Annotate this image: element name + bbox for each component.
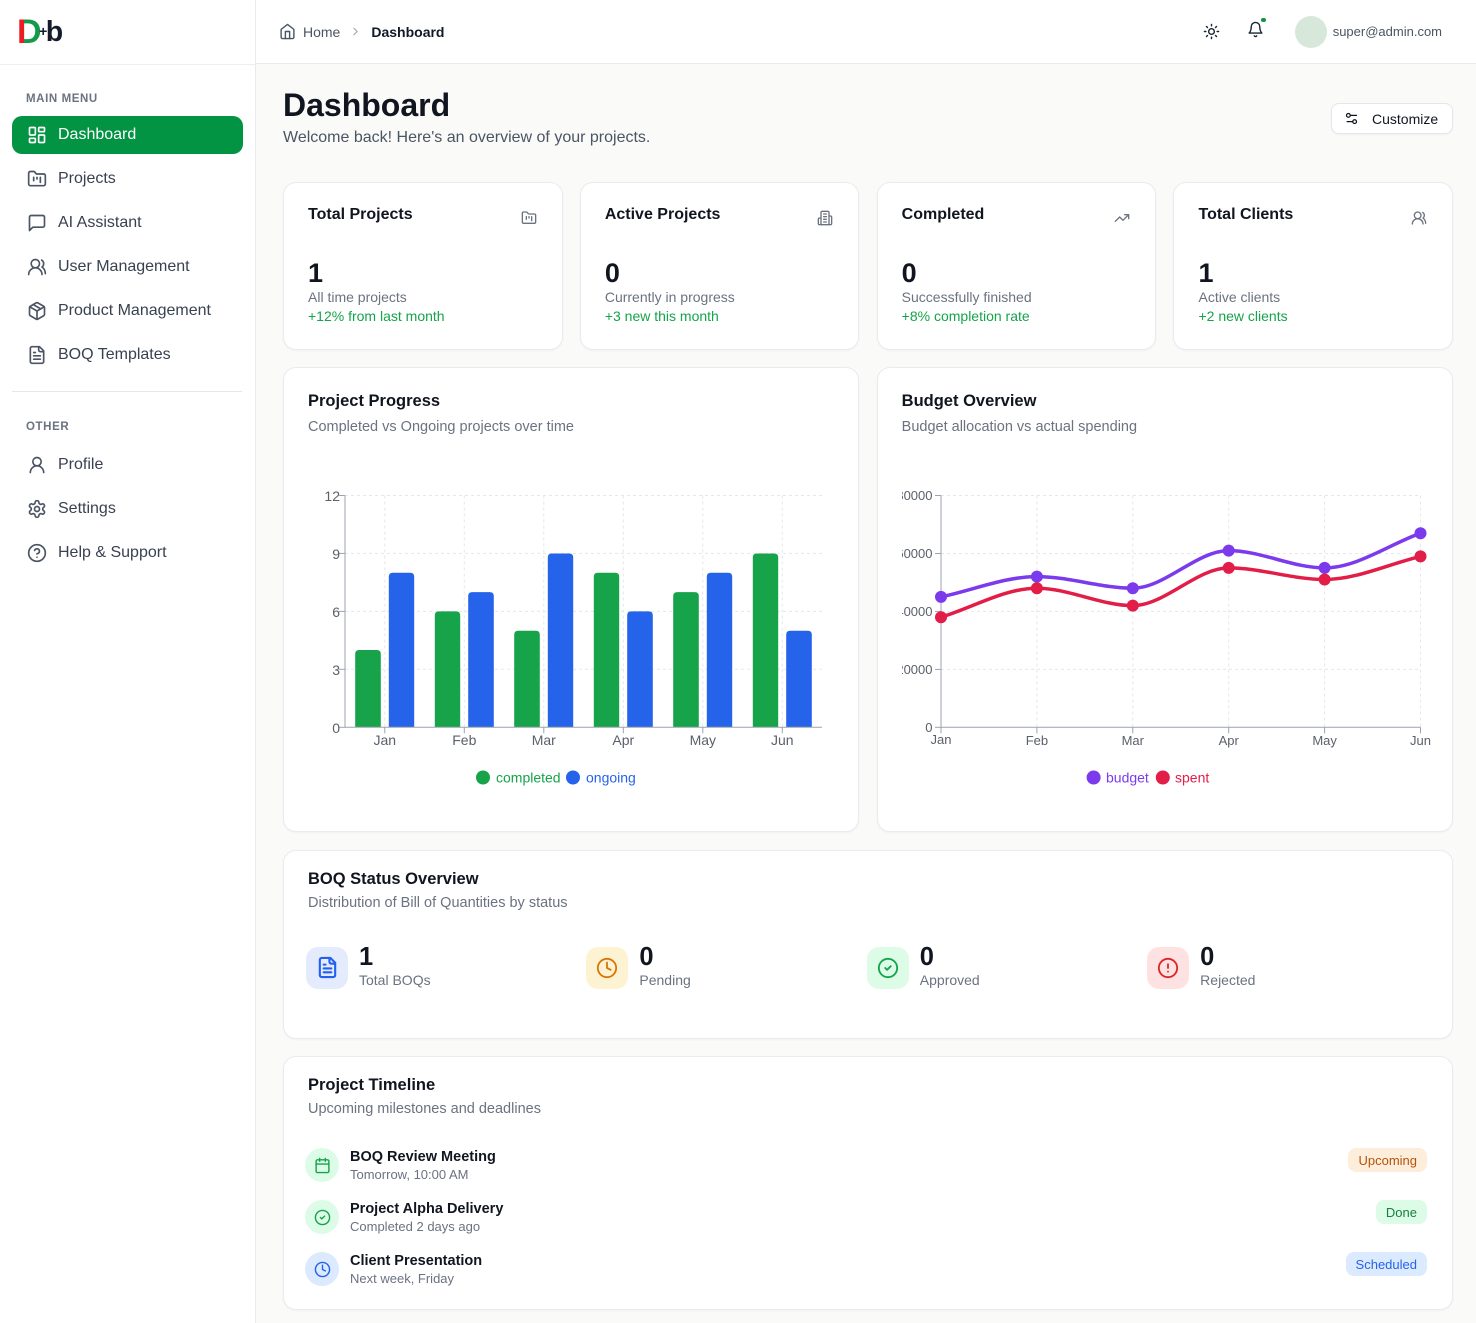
svg-text:Feb: Feb: [1025, 733, 1047, 748]
svg-text:0: 0: [925, 720, 932, 735]
svg-text:Jan: Jan: [930, 732, 951, 747]
svg-text:Jan: Jan: [374, 732, 397, 748]
svg-text:3: 3: [332, 662, 340, 678]
svg-text:Feb: Feb: [452, 732, 476, 748]
svg-text:Mar: Mar: [1121, 733, 1144, 748]
svg-text:12: 12: [324, 488, 340, 504]
svg-text:9: 9: [332, 546, 340, 562]
svg-text:completed: completed: [496, 770, 561, 786]
svg-text:Mar: Mar: [532, 732, 556, 748]
svg-text:ongoing: ongoing: [586, 770, 636, 786]
svg-text:May: May: [690, 732, 716, 748]
svg-text:budget: budget: [1106, 770, 1149, 786]
svg-text:20000: 20000: [896, 662, 932, 677]
svg-text:40000: 40000: [896, 604, 932, 619]
svg-text:May: May: [1312, 733, 1337, 748]
svg-text:6: 6: [332, 604, 340, 620]
svg-text:Jun: Jun: [1410, 733, 1431, 748]
svg-text:Apr: Apr: [1218, 733, 1239, 748]
svg-text:80000: 80000: [896, 488, 932, 503]
svg-text:0: 0: [332, 720, 340, 736]
svg-text:60000: 60000: [896, 546, 932, 561]
svg-text:spent: spent: [1175, 770, 1209, 786]
svg-text:Jun: Jun: [771, 732, 794, 748]
svg-text:Apr: Apr: [612, 732, 634, 748]
